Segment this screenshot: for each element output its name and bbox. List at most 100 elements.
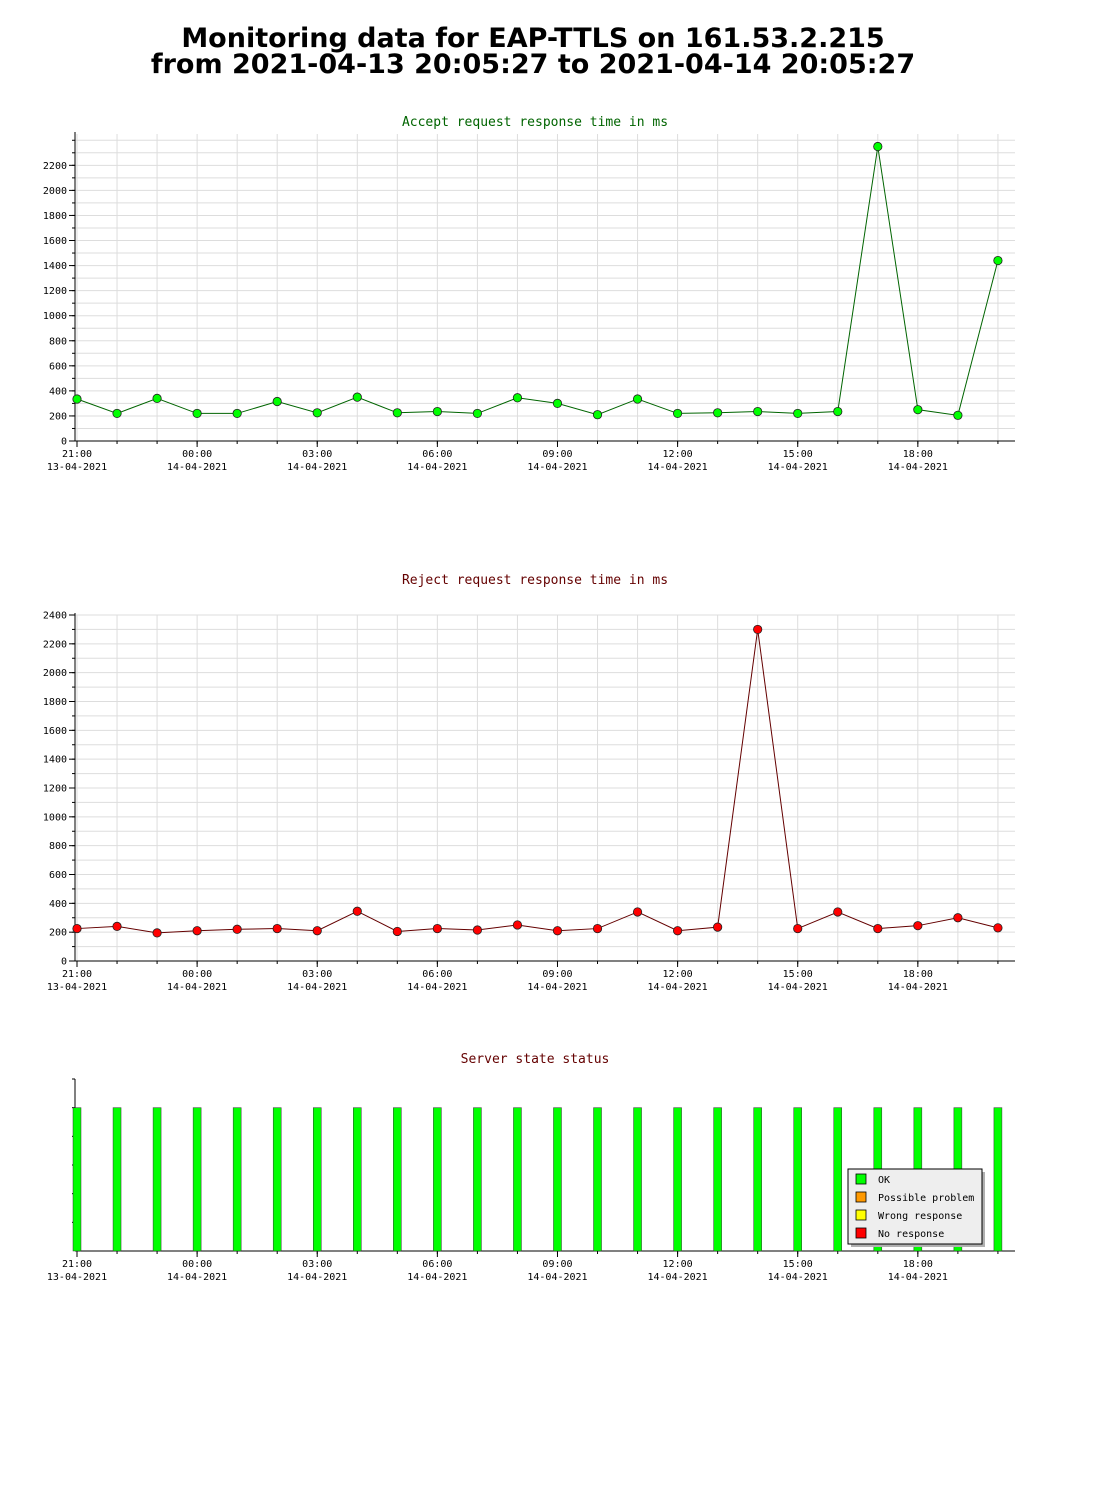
data-point: [833, 406, 843, 417]
x-tick-date-label: 14-04-2021: [287, 1272, 347, 1283]
data-point: [713, 408, 723, 418]
x-tick-label: 12:00: [663, 449, 693, 460]
x-tick-date-label: 14-04-2021: [407, 1272, 467, 1283]
status-bar: [393, 1107, 402, 1252]
y-tick-label: 1800: [43, 697, 67, 708]
x-tick-label: 21:00: [62, 969, 92, 980]
data-point: [152, 393, 162, 403]
chart-title: Accept request response time in ms: [402, 115, 668, 130]
status-bar: [312, 1107, 322, 1252]
x-tick-label: 03:00: [302, 969, 332, 980]
legend-label: Possible problem: [878, 1193, 974, 1204]
data-point: [953, 410, 963, 420]
x-tick-label: 09:00: [542, 969, 572, 980]
status-bar: [593, 1107, 602, 1252]
x-tick-date-label: 14-04-2021: [167, 982, 227, 993]
x-tick-label: 06:00: [422, 1259, 452, 1270]
data-point: [392, 408, 402, 418]
x-tick-date-label: 14-04-2021: [287, 462, 347, 473]
x-tick-label: 12:00: [663, 969, 693, 980]
x-tick-date-label: 14-04-2021: [768, 1272, 828, 1283]
data-point: [913, 921, 923, 931]
legend-label: OK: [878, 1175, 890, 1186]
y-tick-label: 2200: [43, 161, 67, 172]
y-tick-label: 1600: [43, 726, 67, 737]
status-bar: [753, 1107, 762, 1252]
data-point: [432, 406, 442, 417]
x-tick-date-label: 14-04-2021: [287, 982, 347, 993]
data-point: [272, 923, 282, 934]
x-tick-label: 00:00: [182, 449, 212, 460]
data-point: [793, 923, 803, 934]
chart-title: Reject request response time in ms: [402, 573, 668, 588]
data-point: [552, 926, 563, 936]
data-point: [312, 408, 322, 418]
data-point: [232, 408, 242, 419]
y-tick-label: 400: [49, 899, 67, 910]
status-bar: [72, 1107, 82, 1252]
status-bar: [633, 1107, 642, 1252]
status-bar: [192, 1107, 202, 1252]
y-tick-label: 1600: [43, 236, 67, 247]
y-tick-label: 2200: [43, 639, 67, 650]
x-tick-date-label: 13-04-2021: [47, 462, 107, 473]
data-point: [753, 406, 763, 417]
legend-label: No response: [878, 1229, 944, 1240]
x-tick-label: 06:00: [422, 449, 452, 460]
legend-swatch: [855, 1209, 867, 1221]
data-point: [432, 923, 442, 934]
legend-swatch: [855, 1191, 867, 1203]
data-point: [913, 405, 923, 415]
data-point: [993, 923, 1003, 933]
y-tick-label: 1000: [43, 812, 67, 823]
status-bar: [793, 1107, 802, 1252]
chart-title: Server state status: [461, 1052, 610, 1067]
data-point: [152, 928, 162, 938]
x-tick-label: 15:00: [783, 1259, 813, 1270]
data-point: [713, 922, 723, 932]
x-tick-label: 21:00: [62, 1259, 92, 1270]
x-tick-date-label: 13-04-2021: [47, 1272, 107, 1283]
x-tick-label: 15:00: [783, 969, 813, 980]
data-point: [472, 925, 482, 935]
y-tick-label: 200: [49, 411, 67, 422]
data-point: [672, 926, 683, 936]
x-tick-date-label: 14-04-2021: [527, 462, 587, 473]
x-tick-label: 00:00: [182, 969, 212, 980]
x-tick-date-label: 14-04-2021: [407, 462, 467, 473]
status-legend: OK Possible problem Wrong response No respo…: [847, 1168, 985, 1247]
x-tick-label: 18:00: [903, 449, 933, 460]
status-bar: [833, 1107, 843, 1252]
page-title-line-1: Monitoring data for EAP-TTLS on 161.53.2…: [181, 23, 885, 54]
y-tick-label: 0: [61, 437, 67, 448]
y-tick-label: 0: [61, 957, 67, 968]
x-tick-label: 03:00: [302, 449, 332, 460]
series-line: [76, 146, 999, 416]
server-status-chart: Server state status 21:00 13-04-2021 00:00 1…: [47, 1052, 1015, 1283]
x-tick-date-label: 14-04-2021: [167, 462, 227, 473]
y-tick-label: 400: [49, 386, 67, 397]
y-tick-label: 800: [49, 841, 67, 852]
y-tick-label: 1200: [43, 784, 67, 795]
data-point: [632, 394, 643, 404]
status-bar: [272, 1107, 282, 1252]
data-point: [793, 408, 803, 419]
data-point: [72, 394, 82, 404]
data-point: [873, 923, 883, 934]
x-tick-label: 09:00: [542, 1259, 572, 1270]
status-bar: [152, 1107, 162, 1252]
x-tick-date-label: 14-04-2021: [647, 982, 707, 993]
y-tick-label: 800: [49, 336, 67, 347]
x-tick-date-label: 14-04-2021: [647, 462, 707, 473]
x-tick-label: 00:00: [182, 1259, 212, 1270]
data-point: [392, 926, 402, 937]
data-point: [312, 926, 322, 936]
data-point: [232, 924, 242, 934]
y-tick-label: 1200: [43, 286, 67, 297]
page-title-line-2: from 2021-04-13 20:05:27 to 2021-04-14 2…: [150, 49, 916, 80]
legend-swatch: [855, 1227, 867, 1239]
x-tick-date-label: 14-04-2021: [527, 982, 587, 993]
x-tick-label: 18:00: [903, 1259, 933, 1270]
data-point: [552, 398, 563, 409]
data-point: [472, 408, 482, 419]
